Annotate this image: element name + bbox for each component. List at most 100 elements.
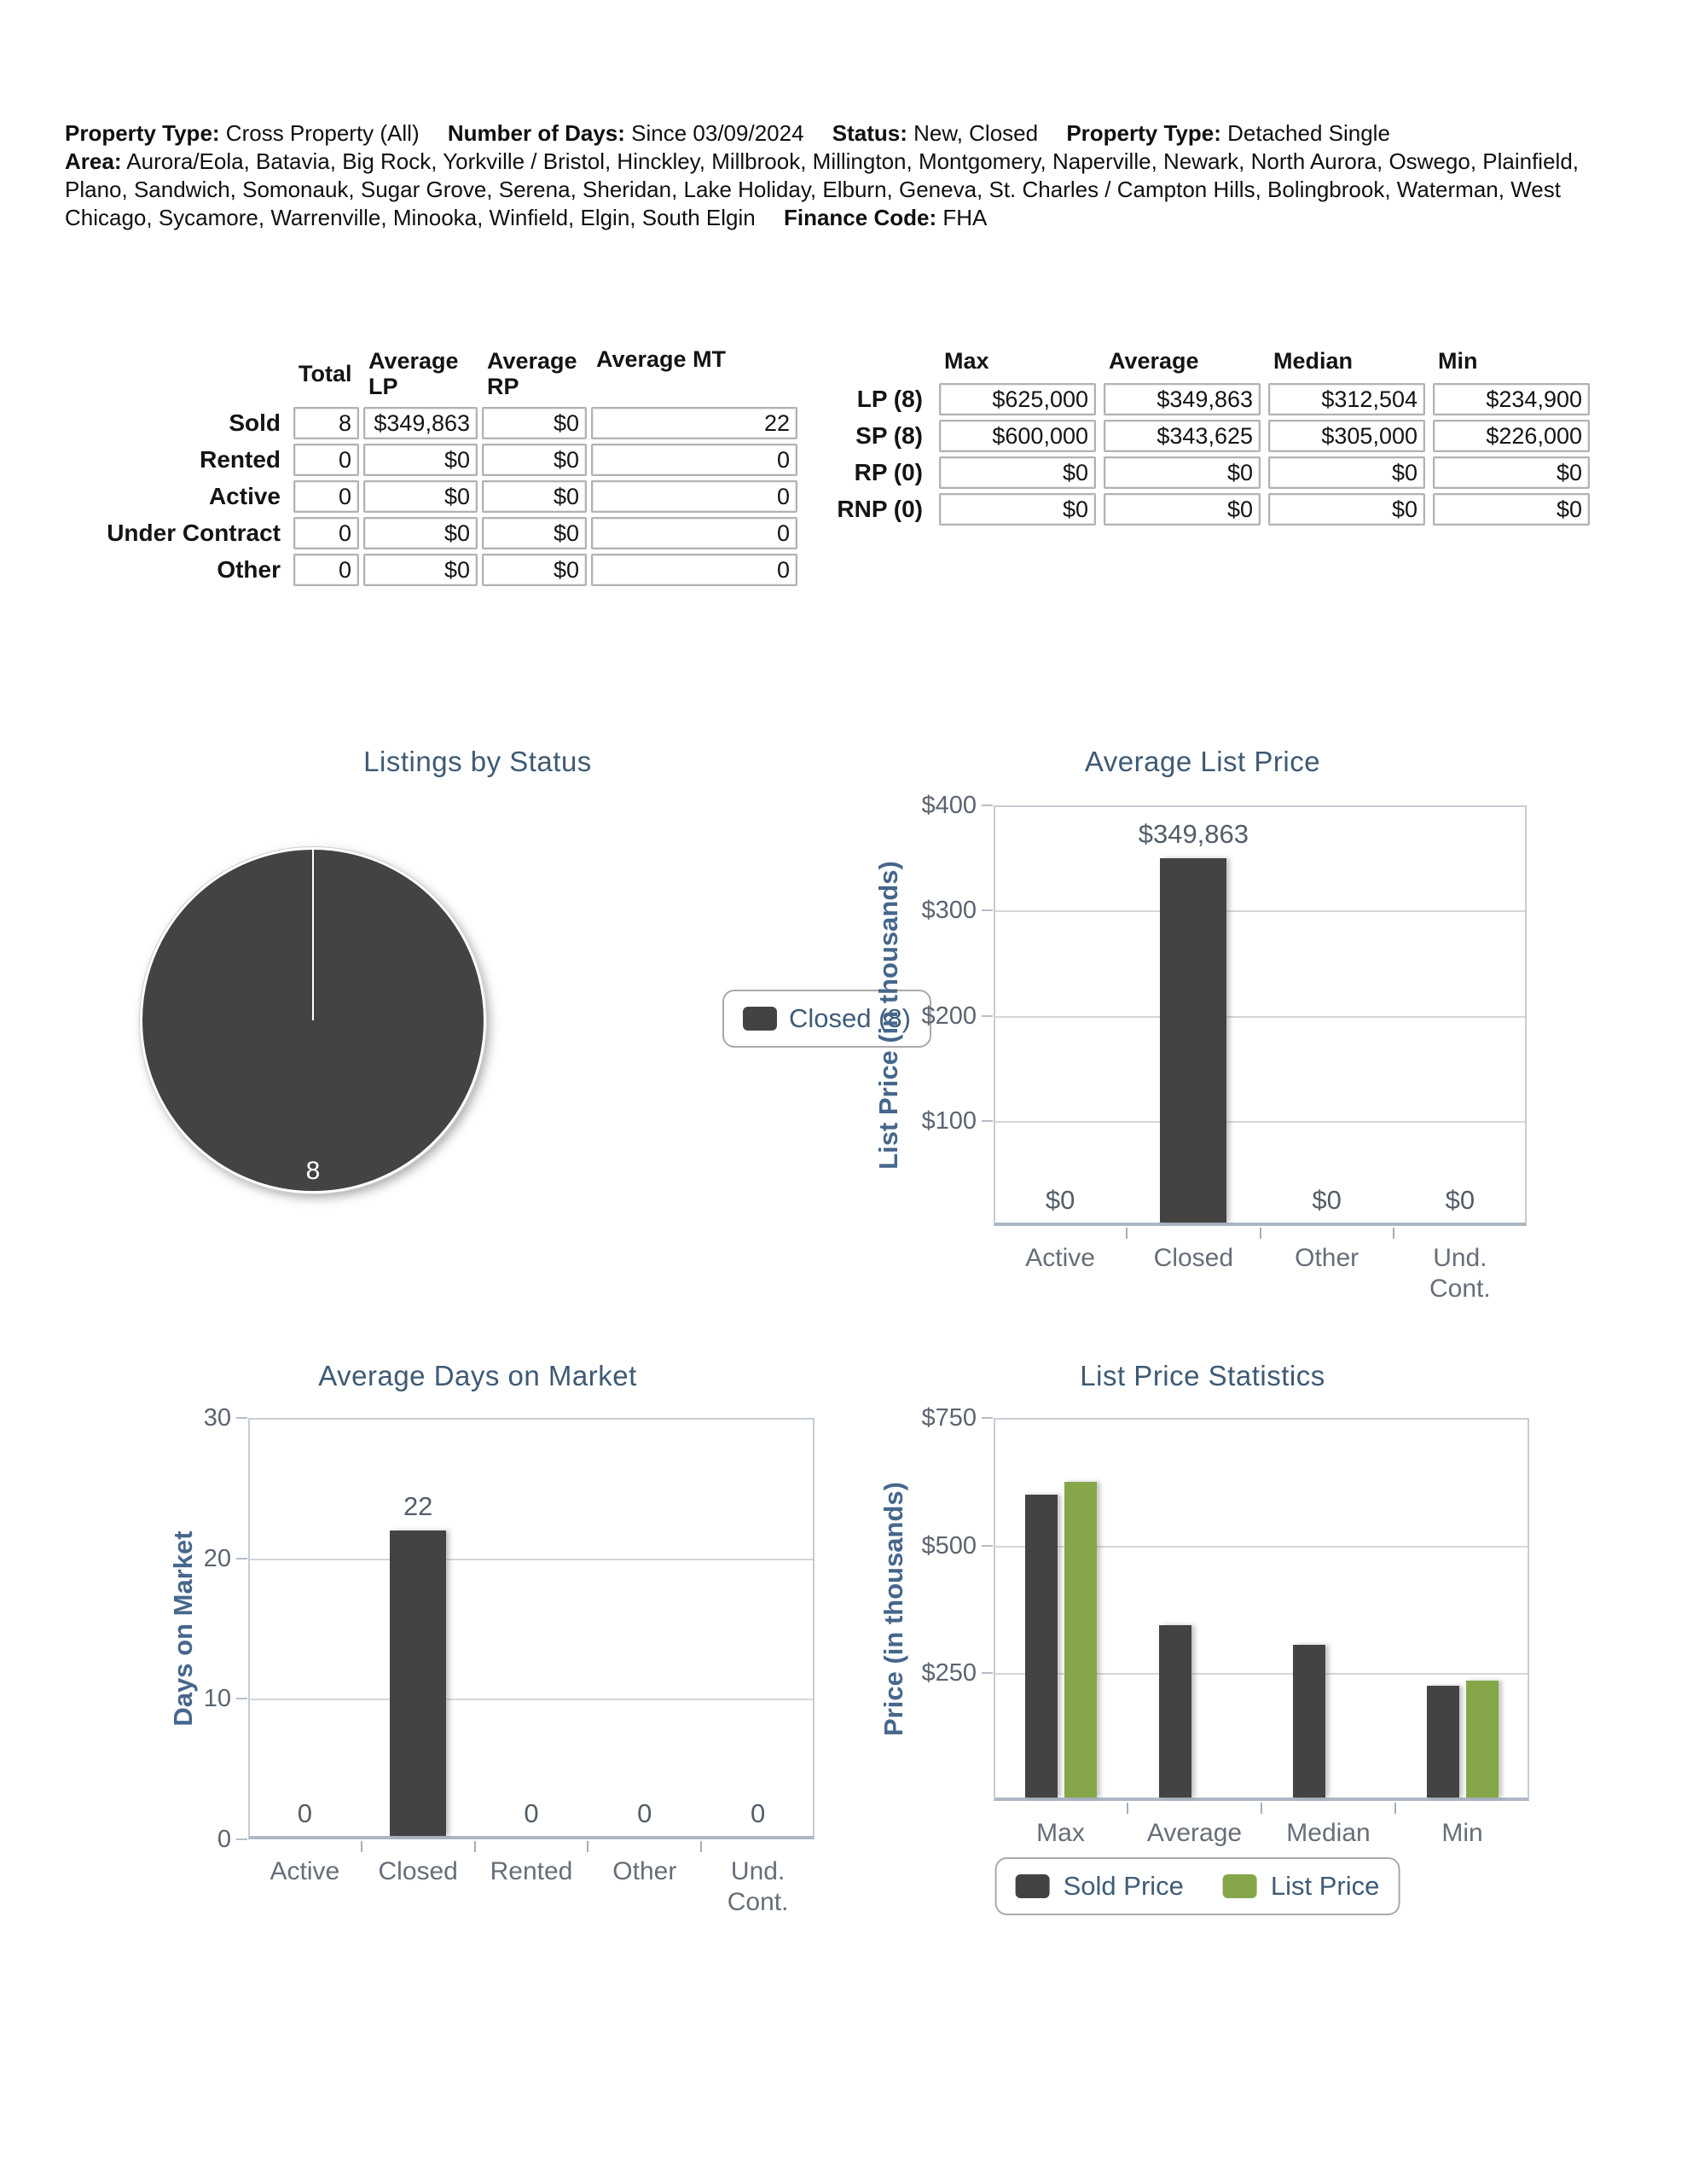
- xtick-mark: [1127, 1803, 1128, 1814]
- ytick-label: 30: [203, 1404, 231, 1432]
- table-cell: 0: [293, 444, 359, 476]
- ytick-label: $400: [921, 792, 977, 819]
- table-cell: 0: [591, 554, 797, 586]
- ytick-label: $300: [921, 897, 977, 925]
- table-cell: $0: [1268, 493, 1425, 526]
- column-header-average: Average: [1109, 348, 1199, 374]
- criteria-label: Finance Code:: [783, 205, 937, 230]
- ytick-mark: [982, 1014, 993, 1017]
- ytick-label: $500: [921, 1531, 977, 1560]
- gridline: [250, 1558, 813, 1560]
- table-cell: $0: [1268, 456, 1425, 489]
- bar-label: $0: [1445, 1185, 1475, 1215]
- ytick-mark: [236, 1557, 247, 1560]
- xtick-mark: [473, 1841, 476, 1852]
- bar-closed: [390, 1530, 447, 1836]
- table-cell: $343,625: [1104, 420, 1261, 452]
- cat-label: Max: [1036, 1819, 1085, 1847]
- chart-title: Listings by Status: [363, 746, 592, 777]
- table-cell: $234,900: [1433, 383, 1590, 415]
- table-cell: $0: [1433, 493, 1590, 526]
- list-price-swatch-icon: [1222, 1874, 1257, 1898]
- plot: [248, 1418, 815, 1839]
- ytick-mark: [982, 909, 993, 912]
- gridline: [995, 1015, 1525, 1018]
- average-list-price-chart: Average List Price List Price (in thousa…: [827, 734, 1578, 1339]
- criteria-label: Status:: [832, 120, 907, 146]
- cat-label: Other: [612, 1857, 677, 1885]
- xtick-mark: [1126, 1228, 1128, 1239]
- table-cell: $0: [482, 407, 587, 439]
- bar-max: [1024, 1494, 1058, 1798]
- row-label-sold: Sold: [229, 410, 281, 436]
- table-cell: $305,000: [1268, 420, 1425, 452]
- bar-median: [1292, 1645, 1325, 1798]
- cat-label: Und. Cont.: [1429, 1244, 1491, 1303]
- bar-closed: [1160, 857, 1227, 1223]
- cat-label: Active: [270, 1857, 340, 1885]
- xtick-mark: [360, 1841, 362, 1852]
- column-header-min: Min: [1438, 348, 1478, 374]
- table-cell: 0: [293, 480, 359, 513]
- bar-label: 0: [750, 1798, 766, 1828]
- table-cell: $625,000: [939, 383, 1096, 415]
- ytick-label: 0: [217, 1826, 231, 1853]
- pie-slice-count-label: 8: [305, 1157, 321, 1185]
- bar-label: 0: [637, 1798, 652, 1828]
- row-label-rp: RP (0): [854, 459, 923, 485]
- table-cell: $349,863: [1104, 383, 1261, 415]
- ytick-mark: [236, 1417, 247, 1419]
- gridline: [995, 1120, 1525, 1123]
- average-days-on-market-chart: Average Days on Market Days on Market 30…: [102, 1348, 853, 1996]
- chart-title: Average Days on Market: [318, 1360, 637, 1391]
- chart-title: Average List Price: [1084, 746, 1321, 777]
- table-cell: 0: [591, 444, 797, 476]
- table-cell: $0: [1104, 493, 1261, 526]
- table-cell: $0: [939, 493, 1096, 526]
- xtick-mark: [1394, 1803, 1396, 1814]
- gridline: [250, 1699, 813, 1701]
- list-price-statistics-chart: List Price Statistics Price (in thousand…: [827, 1348, 1578, 1996]
- criteria-value: New, Closed: [913, 120, 1039, 146]
- criteria-label: Property Type:: [65, 120, 220, 146]
- row-label-rented: Rented: [200, 446, 281, 473]
- ytick-mark: [982, 1119, 993, 1122]
- table-cell: $0: [482, 554, 587, 586]
- column-header-average-rp: Average RP: [487, 348, 577, 399]
- row-label-sp: SP (8): [855, 422, 923, 449]
- gridline: [995, 910, 1525, 913]
- table-cell: 22: [591, 407, 797, 439]
- table-cell: $0: [1433, 456, 1590, 489]
- bar-label: 0: [524, 1798, 539, 1828]
- bar-min: [1465, 1681, 1499, 1798]
- row-label-rnp: RNP (0): [837, 496, 923, 522]
- closed-swatch-icon: [743, 1007, 777, 1031]
- table-cell: 8: [293, 407, 359, 439]
- table-cell: 0: [591, 480, 797, 513]
- bar-label: 22: [403, 1490, 433, 1521]
- gridline: [995, 1545, 1528, 1548]
- column-header-max: Max: [944, 348, 989, 374]
- ytick-mark: [236, 1698, 247, 1700]
- table-cell: $226,000: [1433, 420, 1590, 452]
- ytick-mark: [236, 1838, 247, 1840]
- criteria-label: Area:: [65, 148, 122, 174]
- legend-label-list-price: List Price: [1270, 1871, 1380, 1901]
- table-cell: $0: [939, 456, 1096, 489]
- ytick-label: $750: [921, 1404, 977, 1432]
- xtick-mark: [1392, 1228, 1394, 1239]
- table-cell: $312,504: [1268, 383, 1425, 415]
- chart-title: List Price Statistics: [1080, 1360, 1325, 1391]
- criteria-value: Aurora/Eola, Batavia, Big Rock, Yorkvill…: [65, 148, 1580, 230]
- bar-max: [1064, 1481, 1097, 1798]
- ytick-mark: [982, 1544, 993, 1547]
- cat-label: Min: [1441, 1819, 1483, 1847]
- column-header-median: Median: [1273, 348, 1354, 374]
- column-header-total: Total: [299, 361, 352, 386]
- ytick-mark: [982, 1417, 993, 1419]
- listings-by-status-chart: Listings by Status 8 Closed (8): [102, 734, 931, 1339]
- bar-average: [1158, 1625, 1191, 1798]
- cat-label: Active: [1025, 1244, 1095, 1272]
- pie-slice-closed: 8: [140, 847, 486, 1194]
